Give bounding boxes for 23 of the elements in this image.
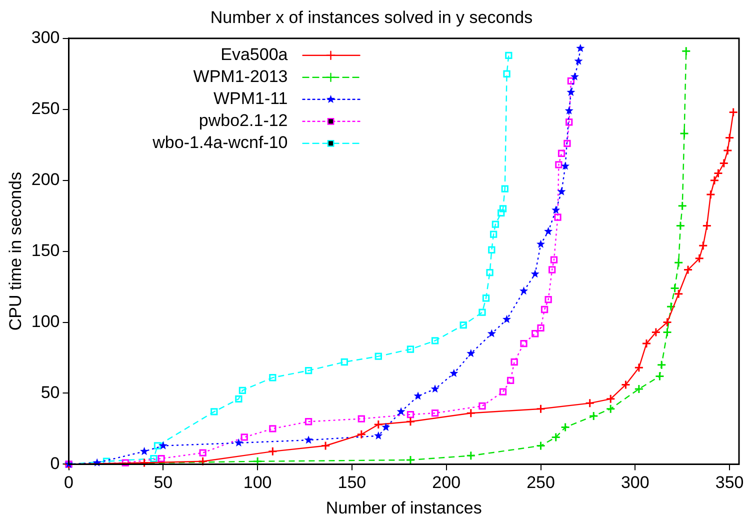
legend-label: wbo-1.4a-wcnf-10 — [152, 133, 288, 152]
legend-label: pwbo2.1-12 — [198, 111, 288, 130]
x-axis-title: Number of instances — [326, 498, 482, 518]
legend-label: WPM1-2013 — [193, 67, 288, 86]
x-tick-label: 300 — [620, 473, 650, 492]
y-tick-label: 50 — [40, 382, 60, 402]
legend-label: WPM1-11 — [213, 89, 288, 108]
legend-label: Eva500a — [220, 45, 288, 64]
x-tick-label: 250 — [526, 473, 555, 492]
y-tick-label: 0 — [50, 454, 60, 473]
x-tick-label: 100 — [243, 473, 272, 492]
y-tick-label: 200 — [31, 170, 60, 190]
y-tick-label: 150 — [31, 240, 60, 260]
x-tick-label: 0 — [64, 473, 74, 492]
y-axis-title: CPU time in seconds — [6, 172, 25, 331]
y-tick-label: 100 — [31, 312, 60, 331]
x-tick-label: 350 — [715, 473, 744, 492]
y-tick-label: 250 — [31, 99, 60, 118]
x-tick-label: 150 — [338, 473, 366, 492]
x-tick-label: 200 — [432, 473, 461, 492]
chart-title: Number x of instances solved in y seconds — [210, 8, 533, 27]
x-tick-label: 50 — [154, 473, 173, 492]
y-tick-label: 300 — [31, 28, 60, 48]
